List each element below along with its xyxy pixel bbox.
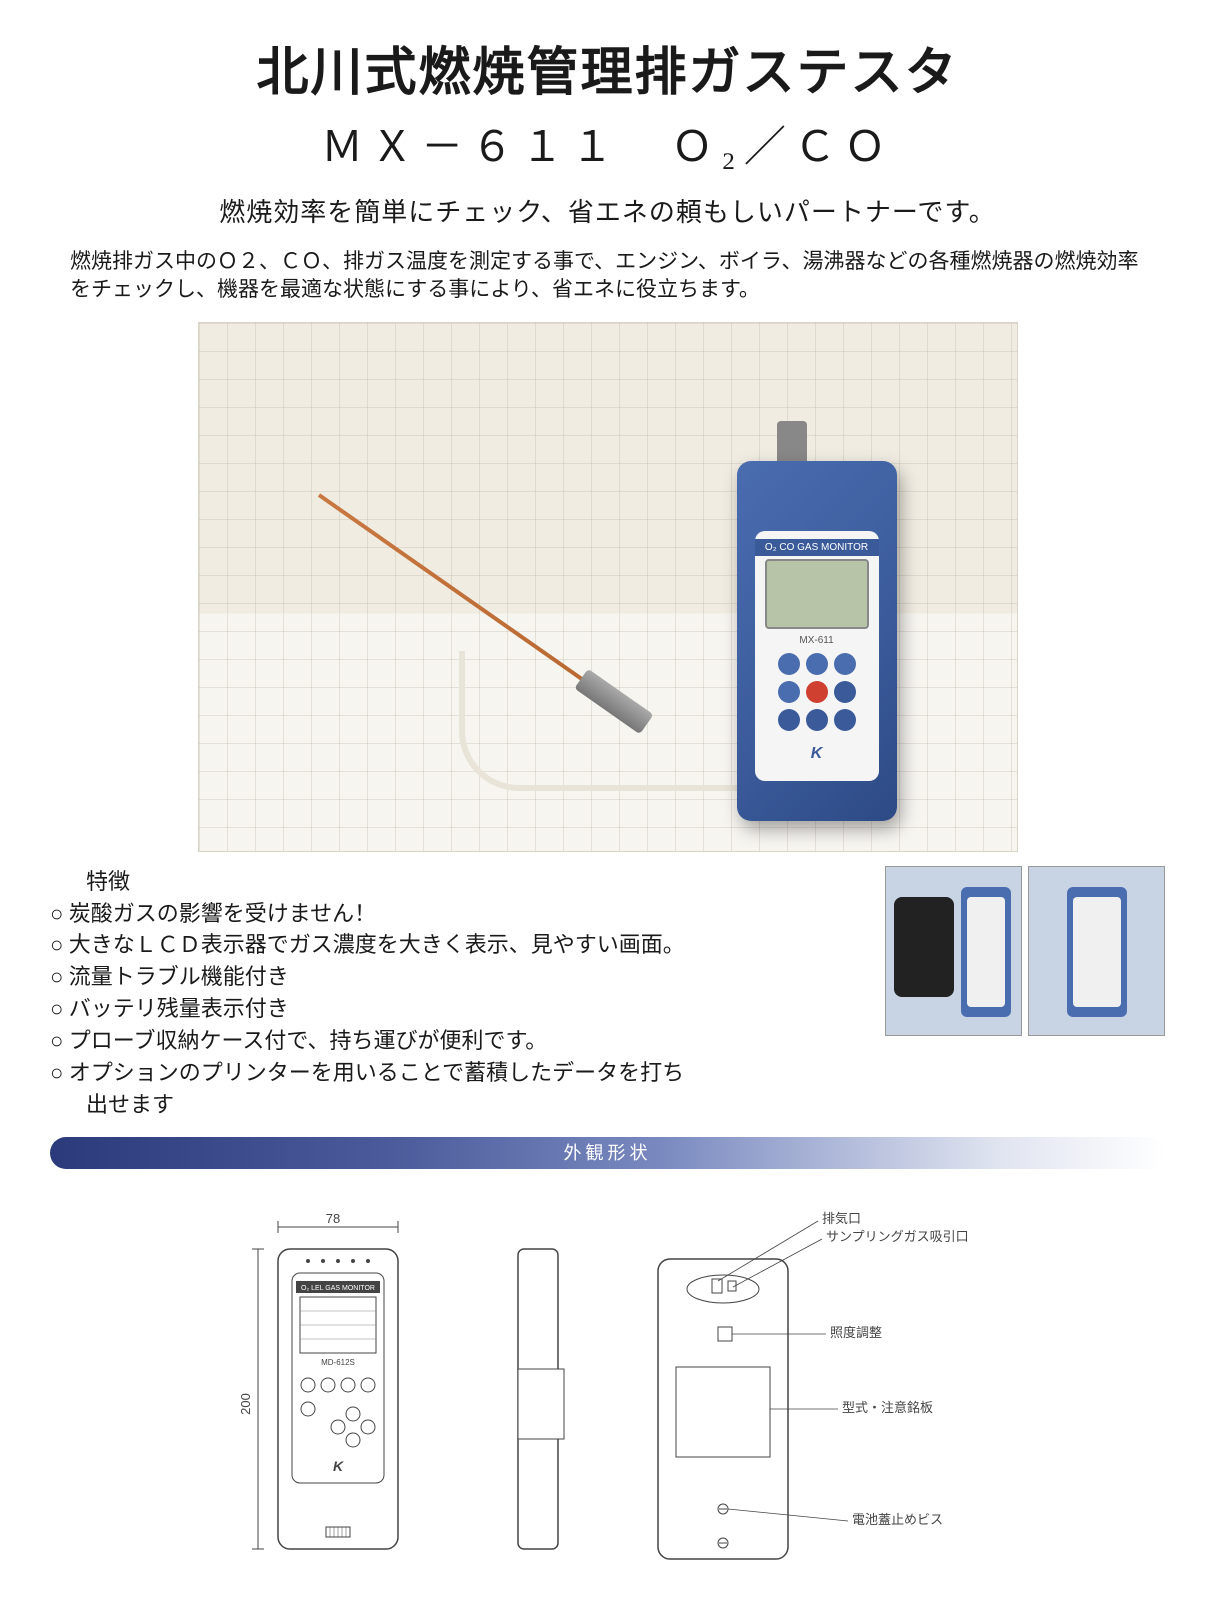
dimension-diagrams: 78 200 O₂ LEL GAS MONITOR [50,1209,1165,1589]
callout-sampling: サンプリングガス吸引口 [826,1229,969,1244]
model-number: ＭＸ－６１１ Ｏ₂／ＣＯ [50,113,1165,174]
description-text: 燃焼排ガス中のＯ２、ＣＯ、排ガス温度を測定する事で、エンジン、ボイラ、湯沸器など… [50,247,1165,304]
feature-item: 炭酸ガスの影響を受けません！ [50,898,873,930]
feature-item: オプションのプリンターを用いることで蓄積したデータを打ち [50,1057,873,1089]
svg-text:MD-612S: MD-612S [321,1358,355,1367]
features-list: 炭酸ガスの影響を受けません！ 大きなＬＣＤ表示器でガス濃度を大きく表示、見やすい… [50,898,873,1121]
page-title: 北川式燃焼管理排ガステスタ [50,30,1165,105]
svg-text:O₂ LEL GAS MONITOR: O₂ LEL GAS MONITOR [301,1285,375,1292]
thumbnail-case [885,866,1022,1036]
feature-item: 大きなＬＣＤ表示器でガス濃度を大きく表示、見やすい画面。 [50,929,873,961]
diagram-back-view: 排気口 サンプリングガス吸引口 照度調整 型式・注意銘板 電池蓋止めビス [638,1209,998,1589]
subtitle: 燃焼効率を簡単にチェック、省エネの頼もしいパートナーです。 [50,192,1165,229]
feature-item: バッテリ残量表示付き [50,993,873,1025]
hero-product-photo: O₂ CO GAS MONITOR MX-611 K [198,322,1018,852]
svg-text:K: K [332,1458,343,1474]
device-model-label: MX-611 [755,635,879,646]
dim-height: 200 [238,1393,253,1415]
device-lcd-label: O₂ CO GAS MONITOR [755,539,879,556]
feature-item-continuation: 出せます [50,1089,873,1121]
feature-item: 流量トラブル機能付き [50,961,873,993]
callout-screw: 電池蓋止めビス [852,1512,943,1527]
feature-item: プローブ収納ケース付で、持ち運びが便利です。 [50,1025,873,1057]
callout-nameplate: 型式・注意銘板 [842,1400,933,1415]
diagram-side-view [498,1209,578,1589]
callout-exhaust: 排気口 [822,1211,861,1226]
diagram-front-view: 78 200 O₂ LEL GAS MONITOR [218,1209,438,1589]
features-block: 特徴 炭酸ガスの影響を受けません！ 大きなＬＣＤ表示器でガス濃度を大きく表示、見… [50,866,873,1121]
thumbnail-hand [1028,866,1165,1036]
callout-brightness: 照度調整 [830,1325,882,1340]
section-heading-bar: 外観形状 [50,1137,1165,1169]
dim-width: 78 [325,1211,339,1226]
thumbnail-photos [885,866,1165,1121]
features-heading: 特徴 [50,866,873,898]
